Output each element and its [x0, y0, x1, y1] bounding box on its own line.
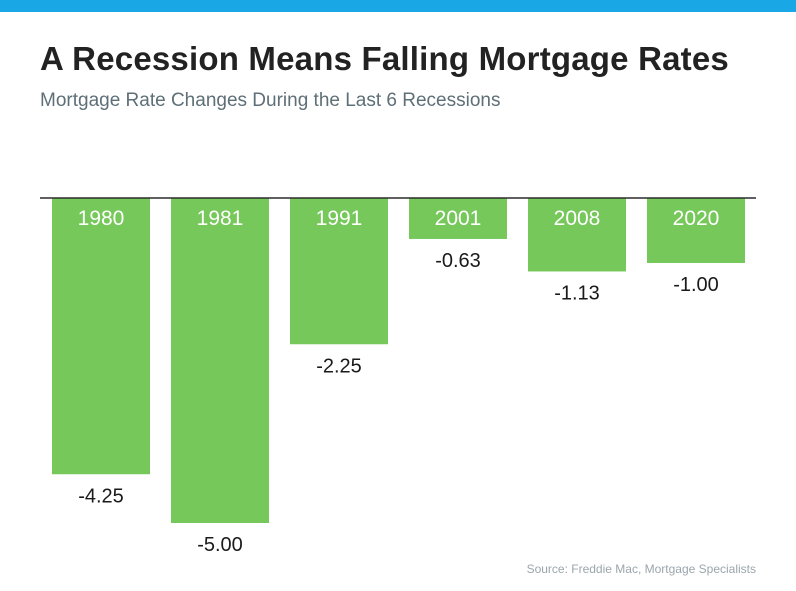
category-label-2020: 2020	[673, 207, 720, 230]
top-accent-bar	[0, 0, 796, 12]
source-note: Source: Freddie Mac, Mortgage Specialist…	[526, 562, 756, 576]
category-label-1981: 1981	[197, 207, 244, 230]
value-label-2020: -1.00	[673, 274, 719, 296]
bar-1991	[290, 198, 388, 345]
category-label-2008: 2008	[554, 207, 601, 230]
bar-1980	[52, 198, 150, 475]
value-label-1991: -2.25	[316, 355, 362, 377]
category-label-1991: 1991	[316, 207, 363, 230]
value-label-1981: -5.00	[197, 534, 243, 556]
value-label-2008: -1.13	[554, 282, 600, 304]
category-label-1980: 1980	[78, 207, 125, 230]
value-label-1980: -4.25	[78, 485, 124, 507]
value-label-2001: -0.63	[435, 250, 481, 272]
bar-2001	[409, 198, 507, 239]
chart-title: A Recession Means Falling Mortgage Rates	[40, 40, 729, 77]
category-label-2001: 2001	[435, 207, 482, 230]
bar-2008	[528, 198, 626, 272]
bar-2020	[647, 198, 745, 263]
bar-1981	[171, 198, 269, 523]
chart-subtitle: Mortgage Rate Changes During the Last 6 …	[40, 90, 501, 111]
